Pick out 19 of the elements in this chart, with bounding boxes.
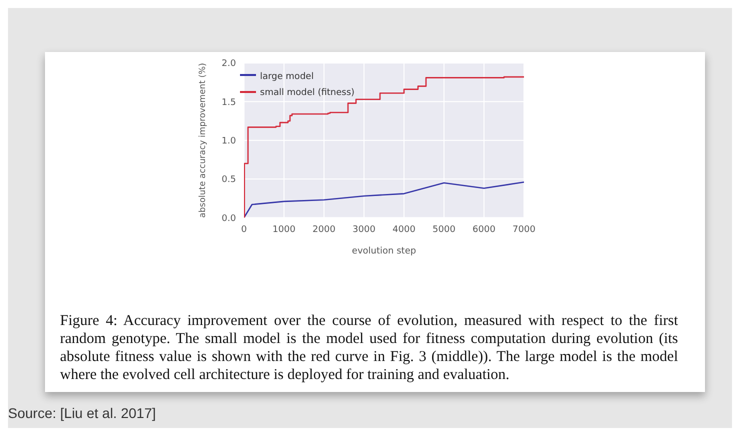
y-axis-title: absolute accuracy improvement (%): [198, 62, 208, 218]
legend-label: large model: [260, 72, 314, 82]
y-tick-label: 1.0: [222, 136, 236, 147]
y-tick-label: 1.5: [222, 98, 236, 108]
legend-label: small model (fitness): [260, 88, 355, 98]
x-axis-title: evolution step: [352, 246, 416, 257]
source-note: Source: [Liu et al. 2017]: [8, 404, 156, 422]
x-tick-label: 4000: [392, 225, 416, 236]
y-tick-label: 0.5: [222, 175, 236, 186]
x-tick-label: 2000: [312, 225, 336, 236]
y-tick-label: 2.0: [222, 59, 236, 70]
x-tick-label: 0: [241, 225, 248, 236]
x-tick-label: 5000: [432, 225, 456, 236]
y-tick-label: 0.0: [222, 214, 236, 224]
x-tick-label: 1000: [272, 225, 296, 236]
x-tick-label: 3000: [352, 225, 376, 236]
x-tick-label: 7000: [512, 225, 536, 236]
caption: Figure 4: Accuracy improvement over the course of evolution, measured with respect to the first random genotype. The small model is the model used for fitness computation during evolution (its absolute fitness value is shown with the red curve in Fig. 3 (middle)). The large model is the model where the evolved cell architecture is deployed for training and evaluation.: [60, 312, 678, 384]
x-tick-label: 6000: [472, 225, 496, 236]
